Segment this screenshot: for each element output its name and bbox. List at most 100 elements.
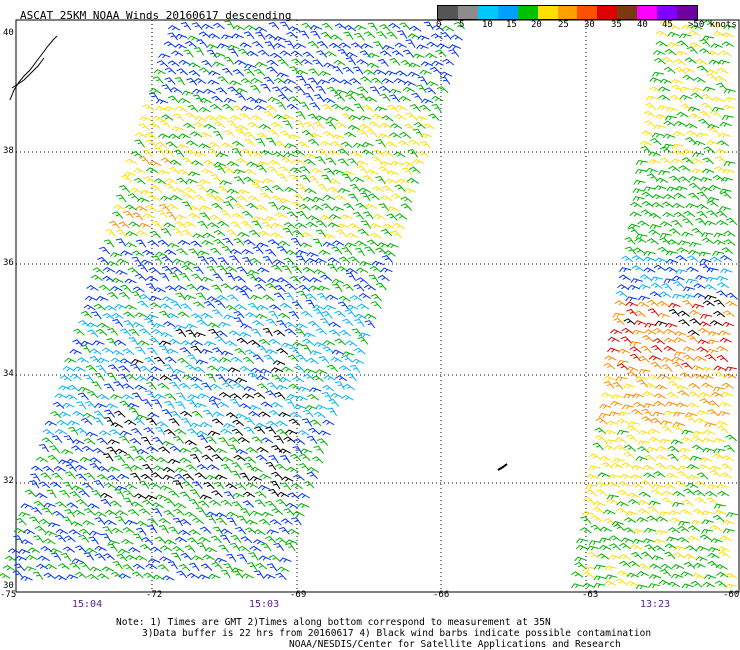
wind-barb: [233, 203, 246, 211]
wind-barb: [336, 265, 349, 273]
wind-barb: [201, 240, 214, 246]
wind-barb: [615, 578, 628, 586]
wind-barb: [298, 284, 311, 292]
wind-barb: [713, 509, 727, 516]
wind-barb: [276, 173, 288, 182]
wind-barb: [273, 542, 285, 551]
legend-color-bar: [437, 5, 698, 20]
wind-barb: [448, 44, 461, 50]
wind-barb: [168, 338, 181, 345]
wind-barb: [262, 327, 273, 337]
wind-barb: [119, 400, 131, 409]
wind-barb: [415, 116, 429, 122]
wind-barb: [219, 180, 232, 186]
wind-barb: [62, 516, 73, 525]
wind-barb: [193, 266, 204, 275]
legend-label: 5: [459, 20, 465, 30]
wind-barb: [265, 390, 277, 398]
wind-barb: [292, 446, 303, 455]
wind-barb: [627, 284, 641, 290]
wind-barb: [207, 322, 220, 329]
wind-barb: [211, 95, 224, 103]
wind-barb: [166, 312, 179, 319]
wind-barb: [156, 457, 169, 464]
wind-barb: [198, 143, 211, 149]
wind-barb: [624, 444, 636, 452]
wind-barb: [665, 266, 678, 273]
wind-barb: [307, 393, 319, 401]
wind-barb: [671, 563, 685, 570]
wind-barb: [43, 502, 56, 508]
wind-barb: [70, 521, 83, 527]
wind-barb: [252, 183, 263, 192]
wind-barb: [592, 506, 605, 514]
wind-barb: [366, 129, 378, 138]
wind-barb: [637, 499, 650, 506]
wind-barb: [341, 247, 353, 256]
wind-barb: [328, 178, 341, 185]
wind-barb: [201, 168, 214, 175]
wind-barb: [246, 96, 259, 104]
wind-barb: [712, 514, 725, 522]
wind-barb: [224, 20, 235, 29]
wind-barb: [249, 545, 262, 552]
wind-barb: [306, 471, 318, 480]
wind-barb: [707, 50, 720, 56]
wind-barb: [262, 255, 273, 265]
wind-barb: [254, 61, 268, 68]
wind-barb: [114, 488, 125, 498]
wind-barb: [173, 149, 185, 158]
wind-barb: [243, 386, 257, 392]
wind-barb: [381, 150, 394, 157]
wind-barb: [635, 159, 648, 166]
wind-barb: [296, 255, 307, 264]
wind-barb: [108, 364, 120, 372]
wind-barb: [239, 112, 251, 121]
wind-barb: [264, 216, 277, 222]
wind-barb: [98, 430, 112, 436]
wind-barb: [223, 201, 234, 210]
wind-barb: [139, 365, 152, 373]
wind-barb: [174, 284, 187, 291]
wind-barb: [698, 391, 712, 398]
wind-barb: [159, 272, 170, 282]
wind-barb: [650, 276, 664, 282]
wind-barb: [288, 96, 301, 104]
wind-barb: [401, 167, 413, 176]
wind-barb: [200, 563, 213, 571]
wind-barb: [362, 211, 374, 220]
wind-barb: [190, 345, 202, 354]
wind-barb: [132, 563, 145, 570]
wind-barb: [272, 360, 286, 366]
wind-barb: [371, 260, 384, 266]
legend-swatch: [617, 6, 638, 19]
wind-barb: [244, 462, 255, 472]
wind-barb: [321, 391, 333, 401]
wind-barb: [322, 97, 336, 104]
wind-barb: [395, 70, 408, 77]
wind-barb: [111, 527, 124, 534]
wind-barb: [163, 106, 177, 112]
wind-barb: [311, 196, 325, 203]
wind-barb: [179, 457, 192, 464]
wind-barb: [318, 70, 332, 77]
wind-barb: [312, 304, 325, 310]
wind-barb: [248, 229, 261, 238]
wind-barb: [260, 401, 273, 408]
wind-barb: [104, 416, 115, 426]
wind-barb: [625, 296, 638, 302]
wind-barb: [270, 401, 283, 408]
wind-barb: [663, 483, 676, 489]
wind-barb: [326, 364, 339, 373]
wind-barb: [275, 420, 288, 427]
wind-barb: [279, 21, 291, 30]
wind-barb: [275, 463, 287, 471]
wind-barb: [648, 355, 662, 361]
wind-barb: [666, 536, 679, 542]
wind-barb: [370, 293, 382, 302]
wind-barb: [675, 255, 688, 262]
wind-barb: [628, 560, 641, 568]
wind-barb: [695, 274, 708, 281]
wind-barb: [123, 171, 136, 177]
wind-barb: [617, 570, 630, 577]
